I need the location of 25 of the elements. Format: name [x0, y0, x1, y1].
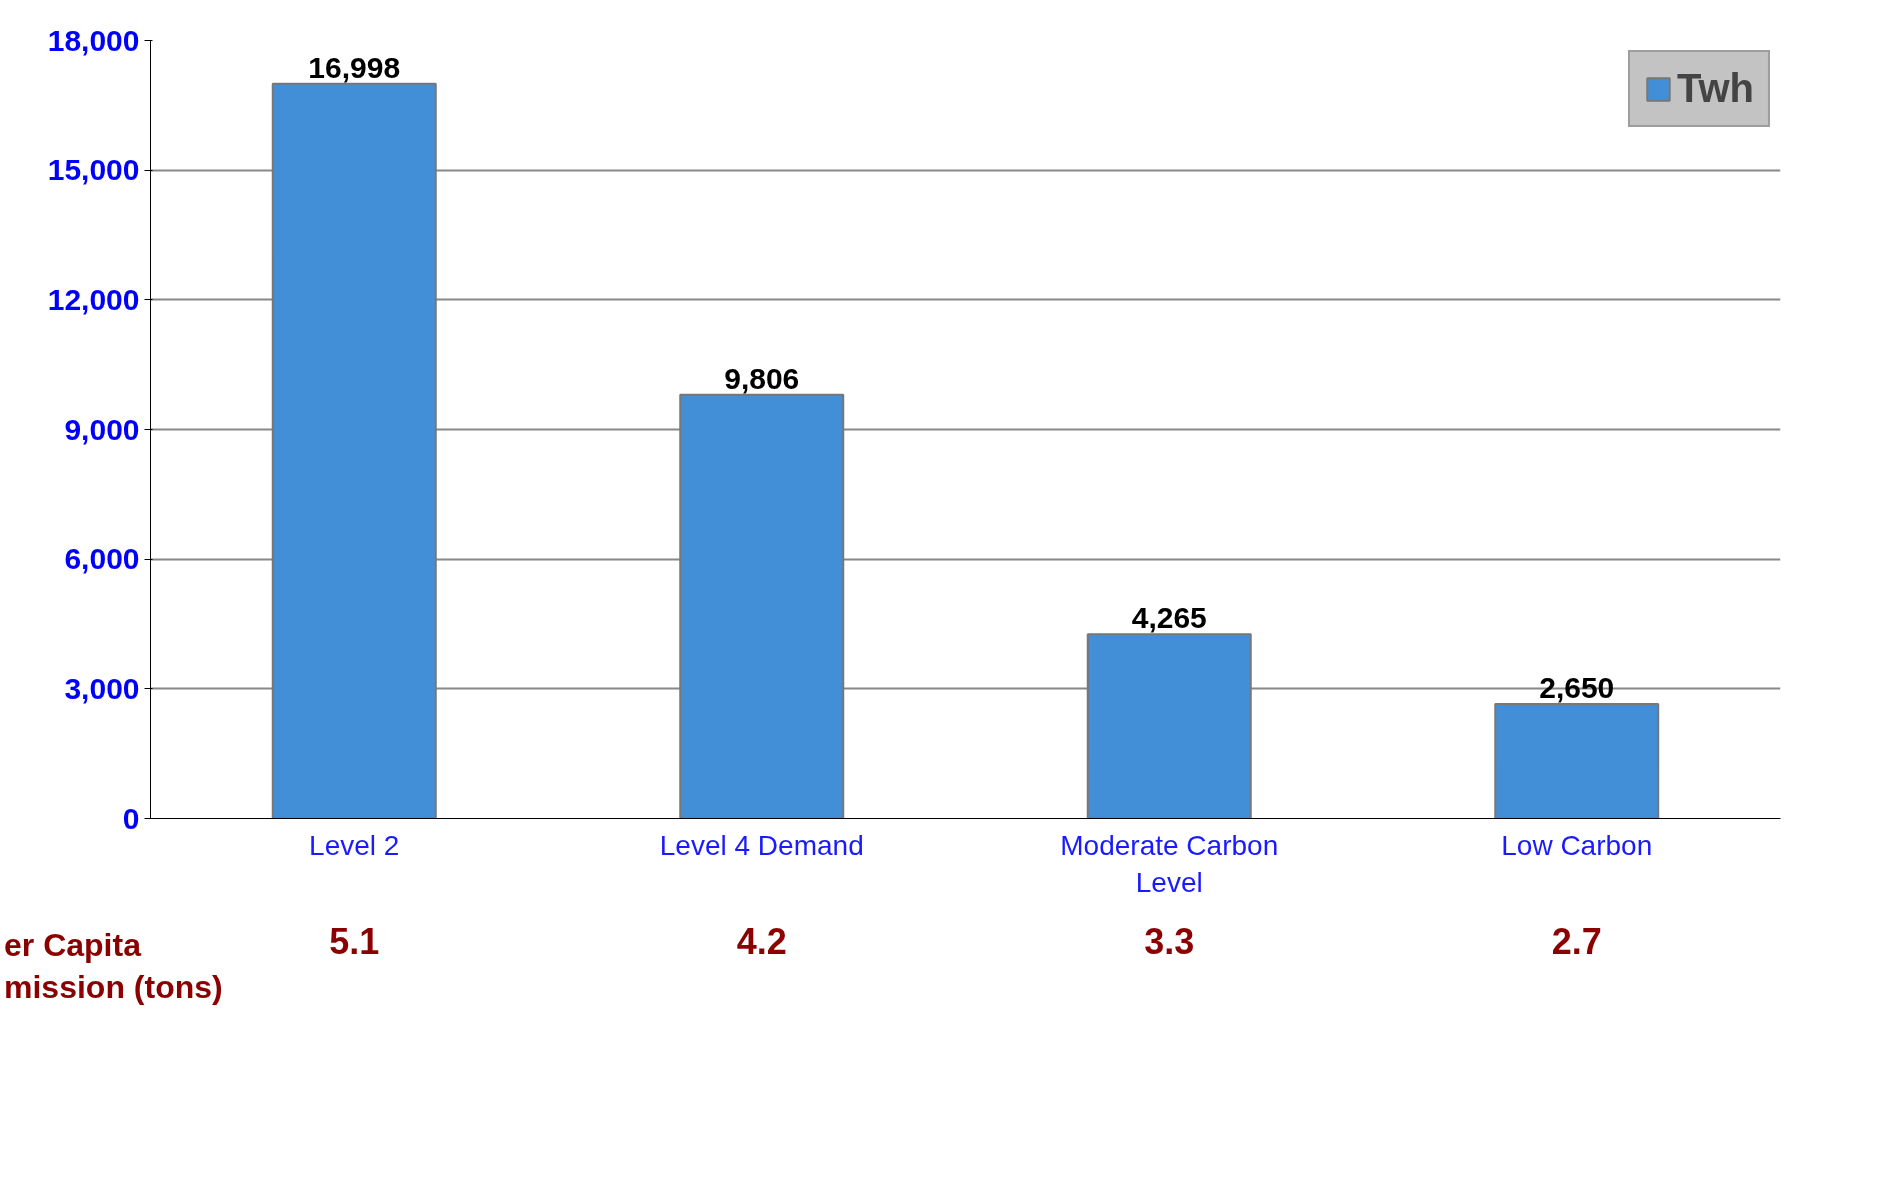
y-tick-label: 12,000	[47, 282, 140, 316]
x-tick-label: Low Carbon	[1501, 829, 1653, 861]
x-tick-label: Level 2	[309, 829, 400, 861]
y-tick-label: 15,000	[47, 153, 140, 187]
y-tick-label: 0	[122, 801, 140, 835]
text: 2.7	[1551, 920, 1602, 962]
bar	[679, 393, 845, 819]
text: 4,265	[1131, 601, 1207, 635]
text: 2,650	[1539, 670, 1615, 704]
text: er Capita mission (tons)	[4, 926, 223, 1007]
y-tick-label: 9,000	[64, 412, 140, 446]
bar	[271, 82, 437, 819]
bar	[1494, 702, 1660, 819]
bar	[1086, 633, 1252, 819]
y-tick-label: 18,000	[47, 23, 140, 57]
text: 3.3	[1144, 920, 1195, 962]
y-tick-label: 6,000	[64, 542, 140, 576]
y-tick-label: 3,000	[64, 671, 140, 705]
legend-label: Twh	[1676, 66, 1754, 111]
x-tick-label: Moderate Carbon Level	[1060, 829, 1279, 898]
text: 5.1	[329, 920, 380, 962]
text: 4.2	[736, 920, 787, 962]
text: 9,806	[724, 361, 800, 395]
x-tick-label: Level 4 Demand	[659, 829, 864, 861]
text: 16,998	[308, 50, 401, 84]
